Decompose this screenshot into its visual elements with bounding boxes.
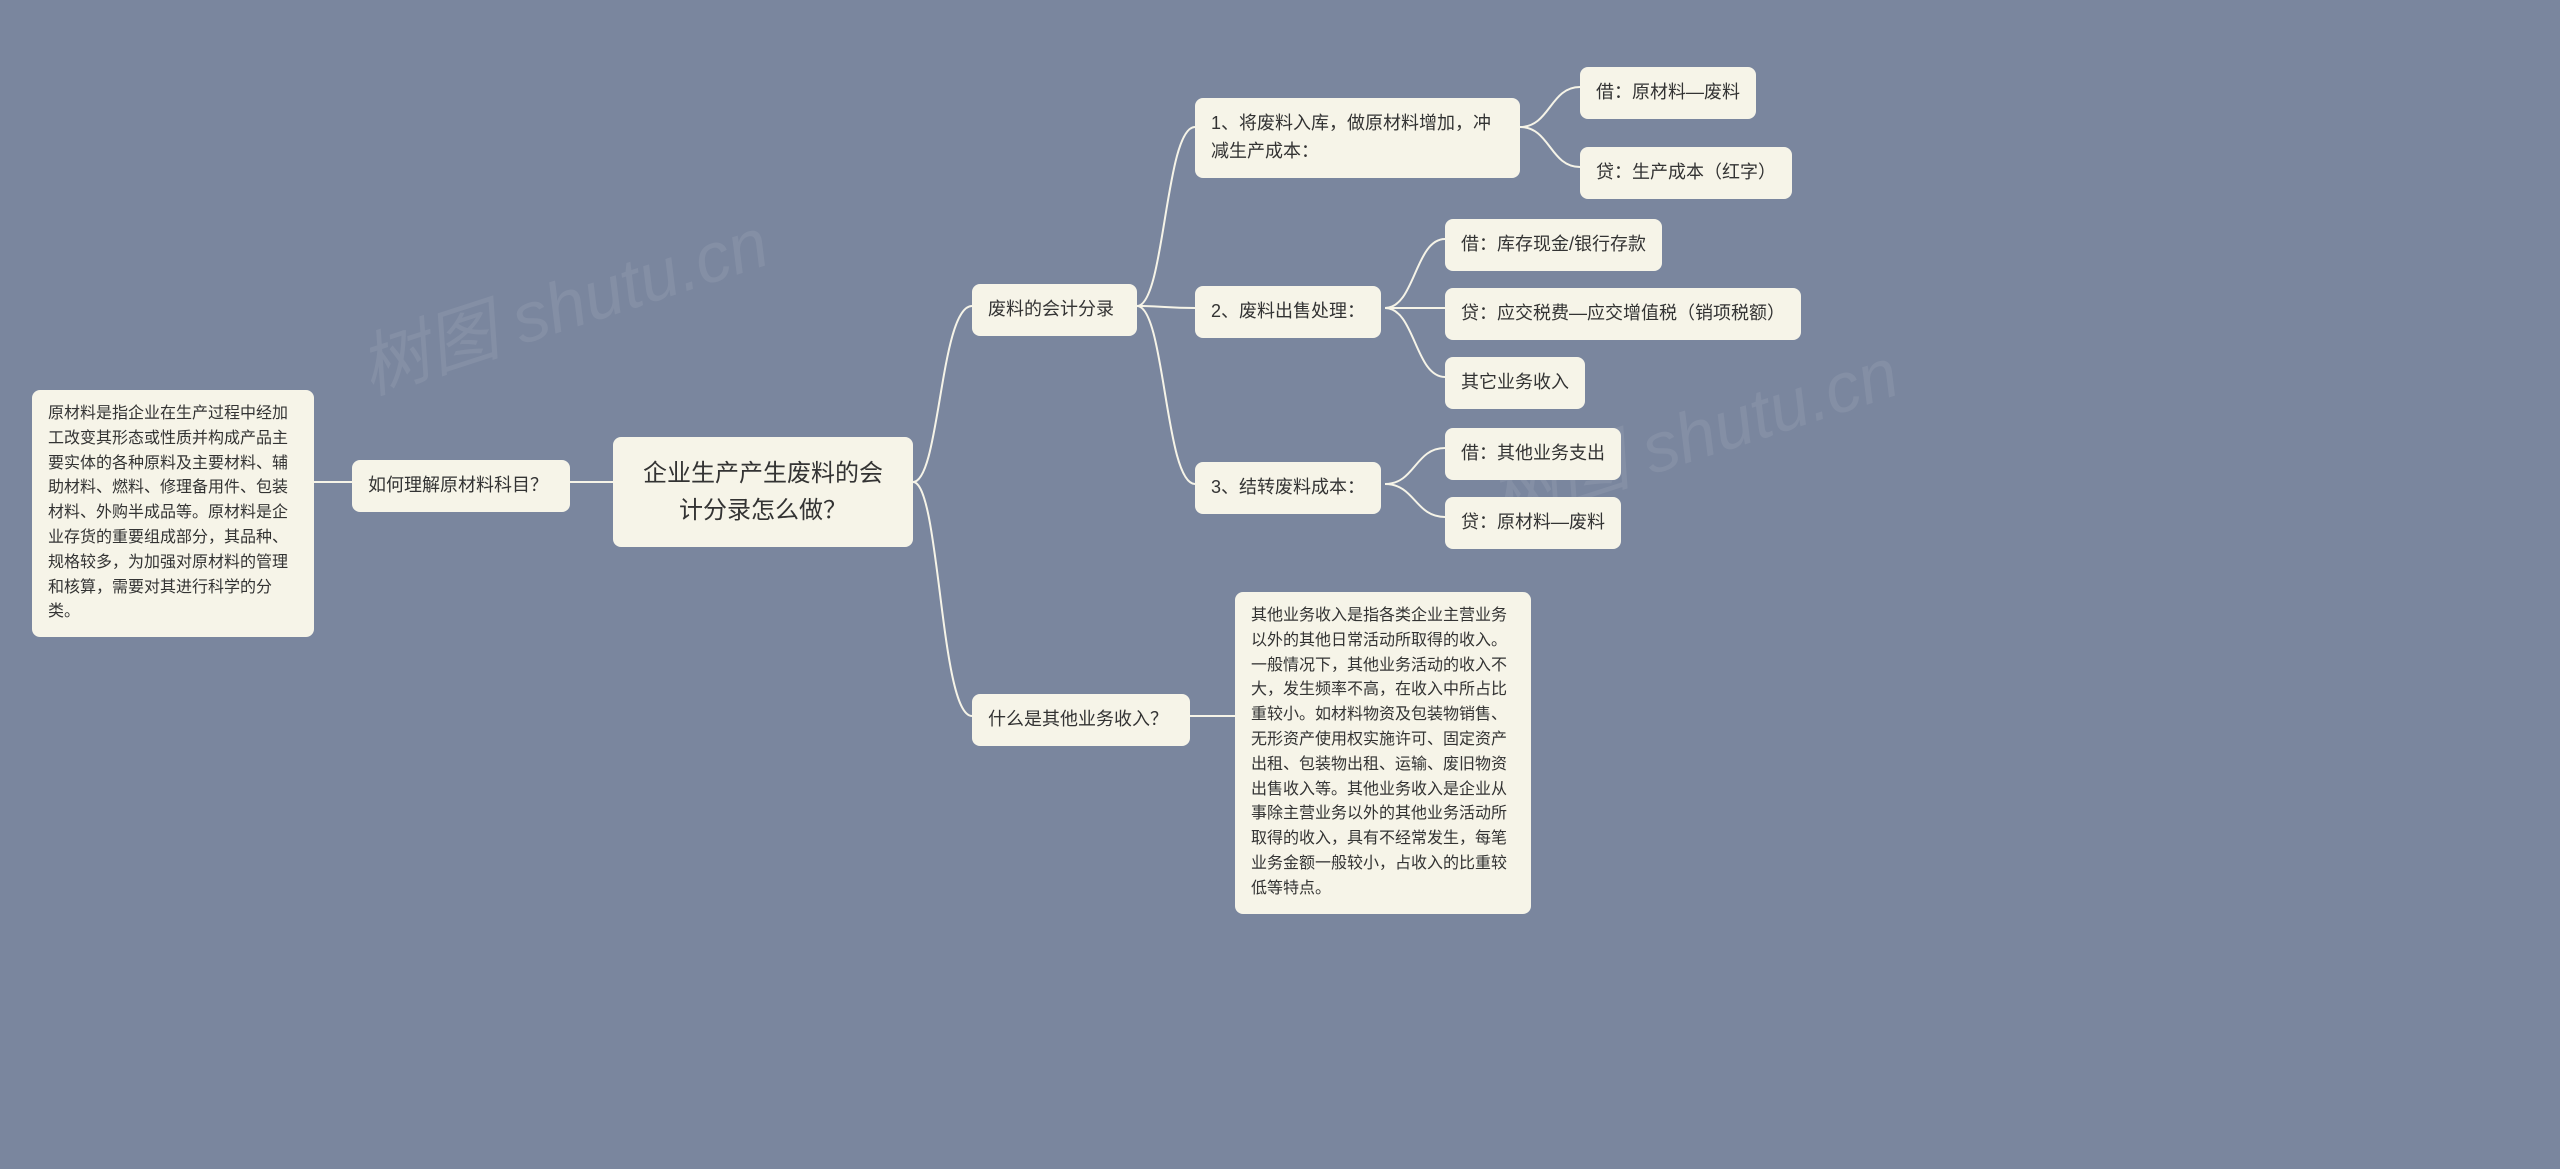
step3-node: 3、结转废料成本： <box>1195 462 1381 514</box>
step2-leaf-debit: 借：库存现金/银行存款 <box>1445 219 1662 271</box>
step1-leaf-debit: 借：原材料—废料 <box>1580 67 1756 119</box>
step2-node: 2、废料出售处理： <box>1195 286 1381 338</box>
step2-leaf-other-income: 其它业务收入 <box>1445 357 1585 409</box>
step1-node: 1、将废料入库，做原材料增加，冲减生产成本： <box>1195 98 1520 178</box>
root-node: 企业生产产生废料的会计分录怎么做？ <box>613 437 913 547</box>
left-description-node: 原材料是指企业在生产过程中经加工改变其形态或性质并构成产品主要实体的各种原料及主… <box>32 390 314 637</box>
entries-node: 废料的会计分录 <box>972 284 1137 336</box>
step3-leaf-credit: 贷：原材料—废料 <box>1445 497 1621 549</box>
step3-leaf-debit: 借：其他业务支出 <box>1445 428 1621 480</box>
watermark: 树图 shutu.cn <box>345 187 780 414</box>
other-income-node: 什么是其他业务收入？ <box>972 694 1190 746</box>
left-question-node: 如何理解原材料科目？ <box>352 460 570 512</box>
other-income-desc-node: 其他业务收入是指各类企业主营业务以外的其他日常活动所取得的收入。一般情况下，其他… <box>1235 592 1531 914</box>
step1-leaf-credit: 贷：生产成本（红字） <box>1580 147 1792 199</box>
step2-leaf-credit-tax: 贷：应交税费—应交增值税（销项税额） <box>1445 288 1801 340</box>
